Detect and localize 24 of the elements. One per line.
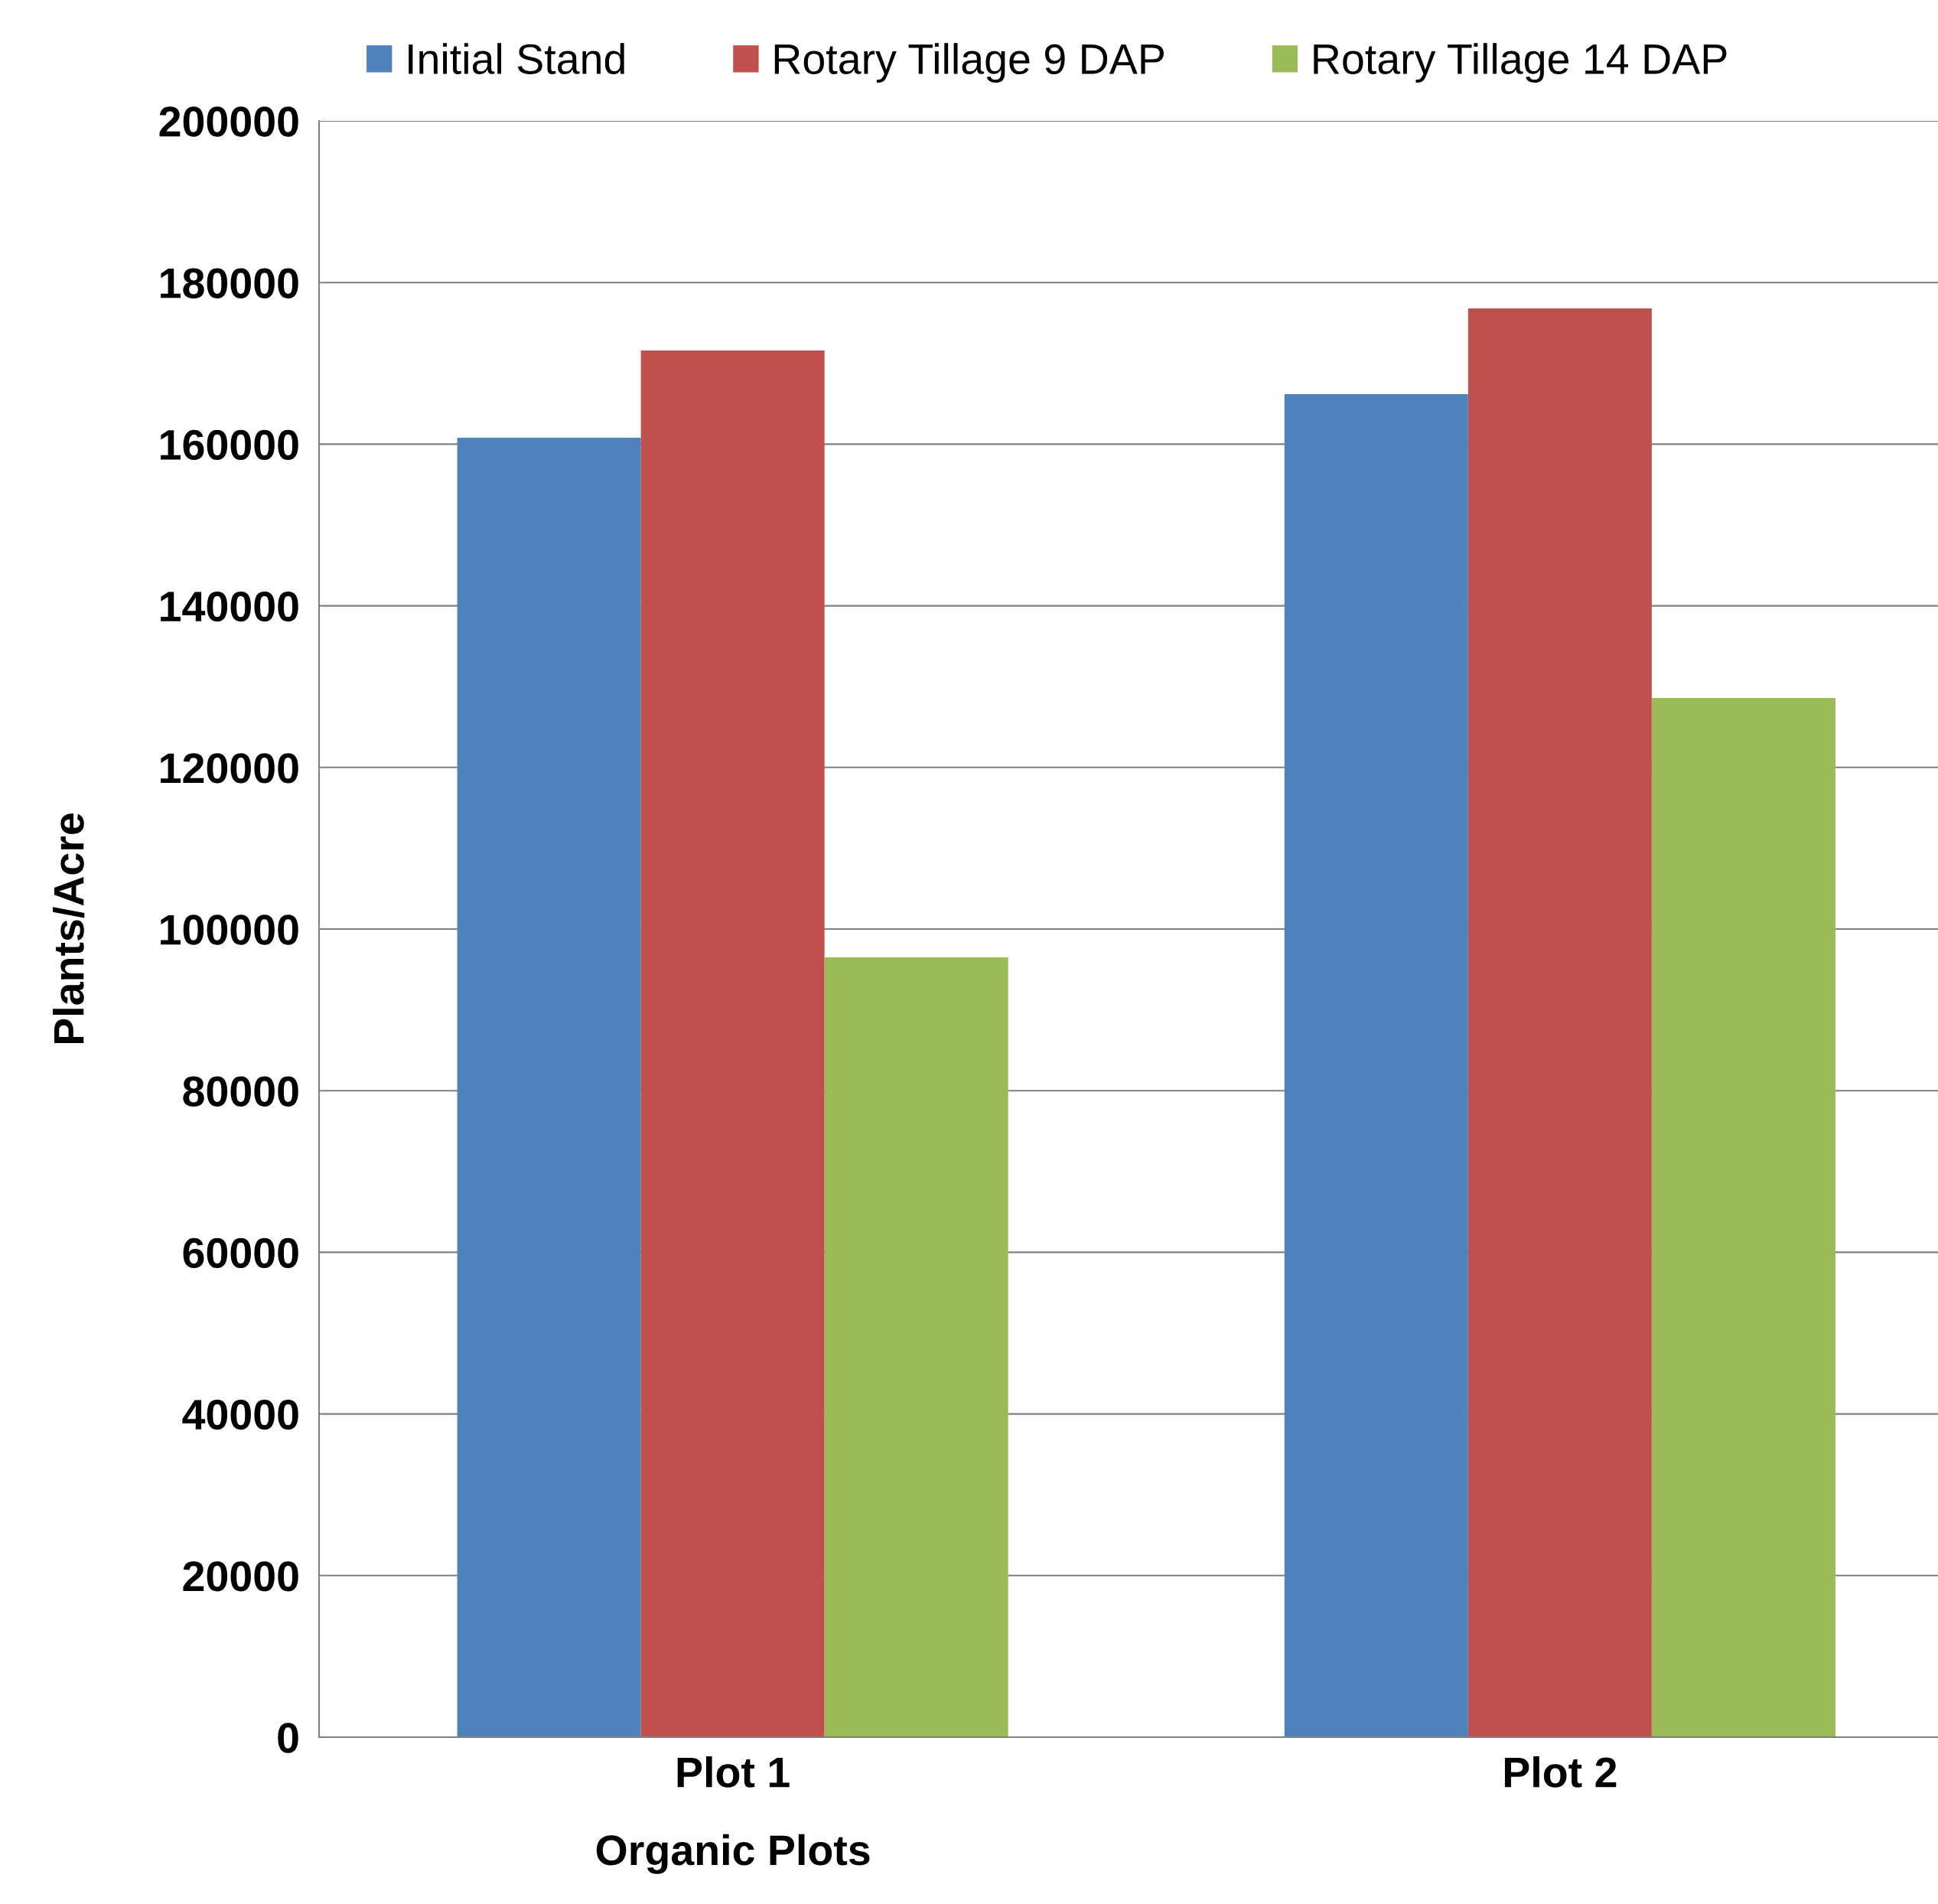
bar: [1467, 308, 1652, 1737]
x-tick-label: Plot 2: [1504, 1756, 1617, 1788]
y-tick-label: 40000: [182, 1399, 298, 1430]
legend-label: Initial Stand: [409, 43, 624, 75]
bar: [640, 350, 825, 1737]
bar: [1284, 393, 1468, 1737]
legend-label: Rotary Tillage 14 DAP: [1314, 43, 1727, 83]
x-axis-title: Organic Plots: [596, 1834, 870, 1874]
y-tick-label: 20000: [183, 1561, 298, 1592]
legend-label: Rotary Tillage 9 DAP: [774, 43, 1164, 83]
y-tick-label: 180000: [161, 268, 298, 298]
bar: [1651, 697, 1835, 1737]
y-tick-label: 140000: [161, 591, 298, 622]
bar: [824, 957, 1008, 1737]
y-tick-label: 160000: [161, 429, 298, 461]
y-tick-label: 60000: [183, 1237, 298, 1269]
y-axis-title: Plants/Acre: [52, 813, 85, 1044]
y-tick-label: 0: [278, 1723, 298, 1753]
y-tick-label: 100000: [161, 915, 298, 945]
y-tick-label: 120000: [161, 753, 298, 784]
x-tick-label: Plot 1: [677, 1756, 790, 1788]
y-tick-label: 200000: [159, 106, 298, 137]
y-tick-label: 80000: [183, 1076, 298, 1107]
bar: [457, 437, 641, 1737]
